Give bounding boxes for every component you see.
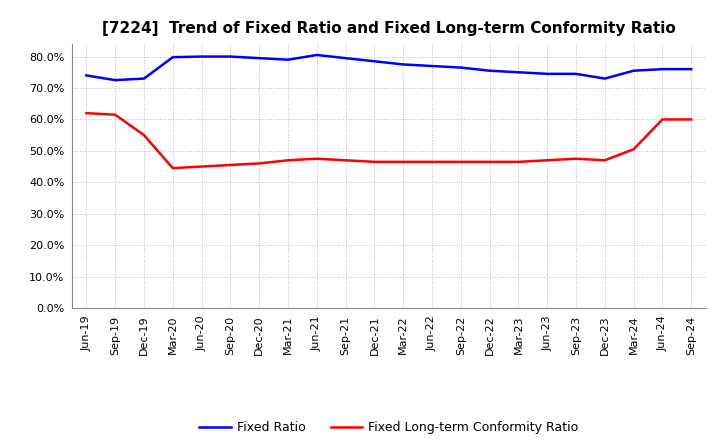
Fixed Long-term Conformity Ratio xyxy=(140,132,148,138)
Fixed Long-term Conformity Ratio xyxy=(485,159,494,165)
Fixed Long-term Conformity Ratio xyxy=(341,158,350,163)
Fixed Ratio xyxy=(399,62,408,67)
Fixed Ratio xyxy=(687,66,696,72)
Fixed Ratio xyxy=(341,55,350,61)
Fixed Long-term Conformity Ratio xyxy=(543,158,552,163)
Fixed Long-term Conformity Ratio xyxy=(312,156,321,161)
Fixed Ratio xyxy=(226,54,235,59)
Line: Fixed Ratio: Fixed Ratio xyxy=(86,55,691,80)
Fixed Long-term Conformity Ratio xyxy=(572,156,580,161)
Title: [7224]  Trend of Fixed Ratio and Fixed Long-term Conformity Ratio: [7224] Trend of Fixed Ratio and Fixed Lo… xyxy=(102,21,675,36)
Fixed Ratio xyxy=(312,52,321,58)
Fixed Long-term Conformity Ratio xyxy=(428,159,436,165)
Fixed Ratio xyxy=(600,76,609,81)
Line: Fixed Long-term Conformity Ratio: Fixed Long-term Conformity Ratio xyxy=(86,113,691,168)
Fixed Long-term Conformity Ratio xyxy=(600,158,609,163)
Fixed Ratio xyxy=(485,68,494,73)
Fixed Ratio xyxy=(168,55,177,60)
Fixed Ratio xyxy=(370,59,379,64)
Fixed Ratio xyxy=(629,68,638,73)
Fixed Long-term Conformity Ratio xyxy=(255,161,264,166)
Fixed Ratio xyxy=(514,70,523,75)
Fixed Ratio xyxy=(82,73,91,78)
Fixed Ratio xyxy=(255,55,264,61)
Fixed Long-term Conformity Ratio xyxy=(658,117,667,122)
Fixed Ratio xyxy=(428,63,436,69)
Fixed Long-term Conformity Ratio xyxy=(111,112,120,117)
Legend: Fixed Ratio, Fixed Long-term Conformity Ratio: Fixed Ratio, Fixed Long-term Conformity … xyxy=(194,416,583,439)
Fixed Long-term Conformity Ratio xyxy=(456,159,465,165)
Fixed Long-term Conformity Ratio xyxy=(687,117,696,122)
Fixed Ratio xyxy=(658,66,667,72)
Fixed Long-term Conformity Ratio xyxy=(399,159,408,165)
Fixed Long-term Conformity Ratio xyxy=(197,164,206,169)
Fixed Ratio xyxy=(456,65,465,70)
Fixed Long-term Conformity Ratio xyxy=(168,165,177,171)
Fixed Long-term Conformity Ratio xyxy=(370,159,379,165)
Fixed Ratio xyxy=(543,71,552,77)
Fixed Long-term Conformity Ratio xyxy=(82,110,91,116)
Fixed Ratio xyxy=(572,71,580,77)
Fixed Long-term Conformity Ratio xyxy=(514,159,523,165)
Fixed Ratio xyxy=(197,54,206,59)
Fixed Long-term Conformity Ratio xyxy=(226,162,235,168)
Fixed Ratio xyxy=(111,77,120,83)
Fixed Long-term Conformity Ratio xyxy=(284,158,292,163)
Fixed Long-term Conformity Ratio xyxy=(629,147,638,152)
Fixed Ratio xyxy=(140,76,148,81)
Fixed Ratio xyxy=(284,57,292,62)
